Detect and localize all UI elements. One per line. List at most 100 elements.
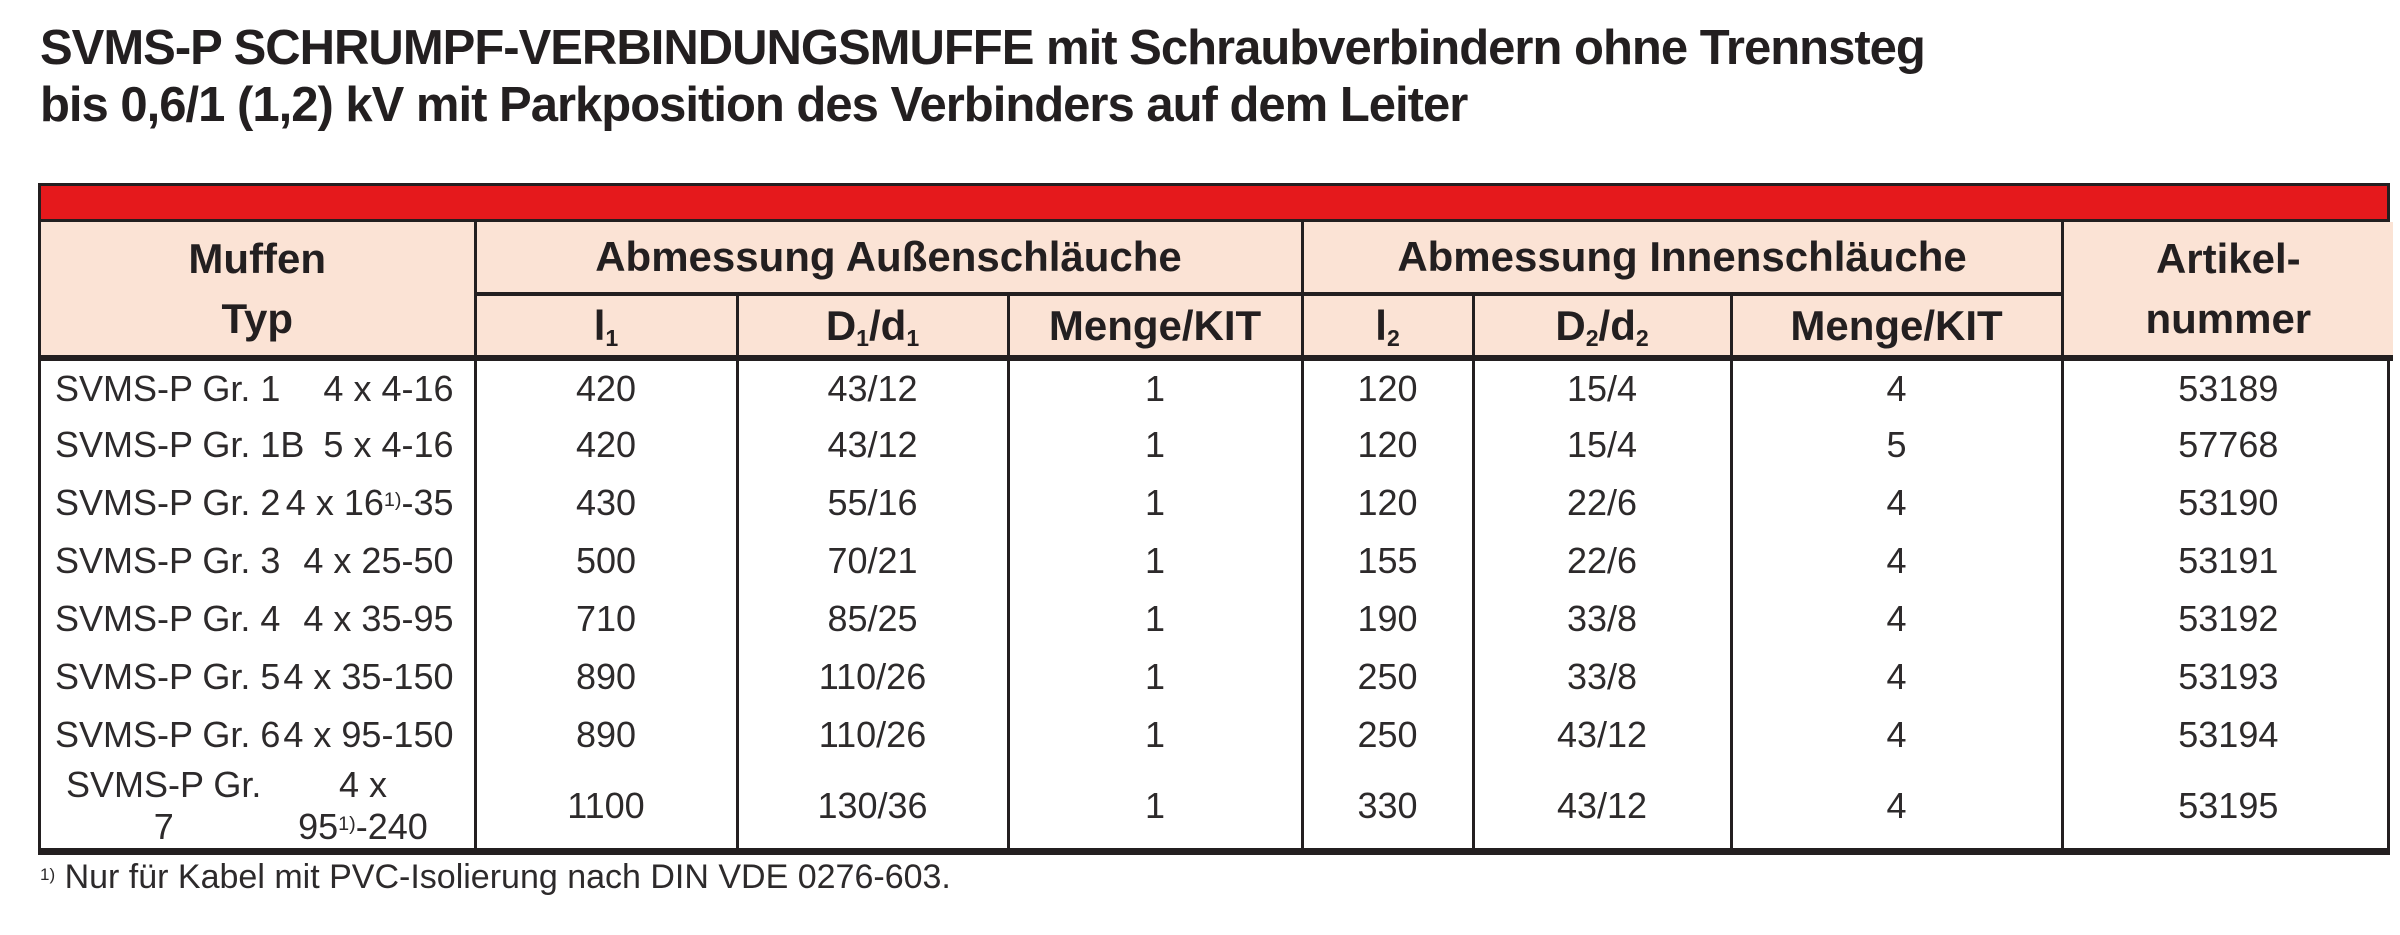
cell-menge-kit-aussen: 1 bbox=[1006, 764, 1303, 848]
muffen-typ-size: 4 x 4-16 bbox=[323, 368, 453, 410]
cell-l2: 120 bbox=[1300, 416, 1474, 474]
size-prefix: 5 x 4-16 bbox=[323, 424, 454, 465]
cell-d2-d2: 22/6 bbox=[1471, 532, 1732, 590]
size-suffix: -35 bbox=[401, 482, 454, 523]
muffen-typ-name: SVMS-P Gr. 7 bbox=[66, 764, 262, 847]
muffen-typ-name: SVMS-P Gr. 5 bbox=[55, 656, 281, 697]
cell-l1: 890 bbox=[473, 706, 737, 764]
cell-d2-d2: 43/12 bbox=[1471, 706, 1732, 764]
cell-menge-kit-aussen: 1 bbox=[1006, 532, 1303, 590]
cell-menge-kit-innen: 4 bbox=[1729, 706, 2063, 764]
dimensions-table: Muffen Typ Abmessung Außenschläuche Abme… bbox=[41, 222, 2394, 848]
cell-l2: 250 bbox=[1300, 648, 1474, 706]
cell-menge-kit-innen: 4 bbox=[1729, 764, 2063, 848]
header-d1-d1: D1/d1 bbox=[735, 292, 1008, 358]
header-group-row: Muffen Typ Abmessung Außenschläuche Abme… bbox=[41, 222, 2394, 358]
page-title: SVMS-P SCHRUMPF-VERBINDUNGSMUFFE mit Sch… bbox=[0, 0, 2400, 134]
size-prefix: 4 x 25-50 bbox=[303, 540, 454, 581]
size-prefix: 4 x 16 bbox=[285, 482, 384, 523]
cell-d2-d2: 15/4 bbox=[1471, 355, 1732, 416]
cell-l1: 500 bbox=[473, 532, 737, 590]
header-sub-row: l1 D1/d1 Menge/KIT l2 D2/d2 Menge/KIT bbox=[41, 292, 2393, 358]
size-prefix: 4 x 35-95 bbox=[303, 598, 454, 639]
size-prefix: 4 x 4-16 bbox=[323, 367, 454, 409]
cell-menge-kit-aussen: 1 bbox=[1006, 416, 1303, 474]
header-muffen-typ: Muffen Typ bbox=[41, 222, 475, 358]
cell-artikelnummer: 53191 bbox=[2060, 532, 2394, 590]
header-d2-d2: D2/d2 bbox=[1471, 292, 1732, 358]
cell-muffen-typ: SVMS-P Gr. 3 4 x 25-50 bbox=[41, 532, 475, 590]
muffen-typ-name: SVMS-P Gr. 2 bbox=[55, 482, 281, 523]
cell-l2: 330 bbox=[1300, 764, 1474, 848]
cell-d2-d2: 43/12 bbox=[1471, 764, 1732, 848]
cell-l1: 710 bbox=[473, 590, 737, 648]
muffen-typ-size: 4 x 951)-240 bbox=[272, 764, 453, 848]
cell-l2: 120 bbox=[1300, 355, 1474, 416]
header-l1: l1 bbox=[473, 292, 737, 358]
header-menge-kit-aussen: Menge/KIT bbox=[1006, 292, 1303, 358]
cell-d1-d1: 70/21 bbox=[735, 532, 1008, 590]
table-row: SVMS-P Gr. 4 4 x 35-95 710 85/25 1 190 33… bbox=[41, 590, 2394, 648]
cell-l1: 430 bbox=[473, 474, 737, 532]
muffen-typ-name: SVMS-P Gr. 1B bbox=[55, 424, 305, 465]
cell-menge-kit-innen: 5 bbox=[1729, 416, 2063, 474]
table-row: SVMS-P Gr. 1 4 x 4-16 420 43/12 1 120 15/… bbox=[41, 355, 2394, 416]
cell-menge-kit-aussen: 1 bbox=[1006, 590, 1303, 648]
header-l2: l2 bbox=[1300, 292, 1474, 358]
cell-artikelnummer: 53192 bbox=[2060, 590, 2394, 648]
muffen-typ-name: SVMS-P Gr. 3 bbox=[55, 540, 281, 581]
cell-l2: 120 bbox=[1300, 474, 1474, 532]
cell-d1-d1: 43/12 bbox=[735, 355, 1008, 416]
cell-artikelnummer: 53190 bbox=[2060, 474, 2394, 532]
cell-muffen-typ: SVMS-P Gr. 4 4 x 35-95 bbox=[41, 590, 475, 648]
muffen-typ-name: SVMS-P Gr. 4 bbox=[55, 598, 281, 639]
cell-artikelnummer: 57768 bbox=[2060, 416, 2394, 474]
size-suffix: -240 bbox=[355, 806, 428, 847]
cell-l2: 190 bbox=[1300, 590, 1474, 648]
page-title-line1: SVMS-P SCHRUMPF-VERBINDUNGSMUFFE mit Sch… bbox=[40, 21, 1926, 75]
cell-d1-d1: 130/36 bbox=[735, 764, 1008, 848]
cell-l1: 420 bbox=[473, 416, 737, 474]
cell-d1-d1: 55/16 bbox=[735, 474, 1008, 532]
cell-menge-kit-aussen: 1 bbox=[1006, 706, 1303, 764]
cell-d1-d1: 85/25 bbox=[735, 590, 1008, 648]
cell-muffen-typ: SVMS-P Gr. 1B 5 x 4-16 bbox=[41, 416, 475, 474]
cell-d1-d1: 110/26 bbox=[735, 648, 1008, 706]
cell-d2-d2: 33/8 bbox=[1471, 648, 1732, 706]
red-accent-bar bbox=[41, 186, 2387, 222]
muffen-typ-name: SVMS-P Gr. 1 bbox=[55, 367, 281, 409]
product-table-frame: Muffen Typ Abmessung Außenschläuche Abme… bbox=[38, 183, 2394, 855]
muffen-typ-name: SVMS-P Gr. 6 bbox=[55, 714, 281, 755]
cell-menge-kit-innen: 4 bbox=[1729, 532, 2063, 590]
cell-d2-d2: 22/6 bbox=[1471, 474, 1732, 532]
size-prefix: 4 x 95-150 bbox=[283, 714, 454, 755]
page-title-line2: bis 0,6/1 (1,2) kV mit Parkposition des … bbox=[40, 78, 1468, 132]
size-prefix: 4 x 95 bbox=[298, 764, 387, 847]
footnote-ref: 1) bbox=[338, 813, 356, 836]
footnote-marker: 1) bbox=[40, 864, 56, 884]
muffen-typ-size: 4 x 95-150 bbox=[283, 714, 453, 756]
header-muffen-typ-line1: Muffen bbox=[188, 234, 327, 282]
muffen-typ-size: 4 x 161)-35 bbox=[286, 482, 454, 524]
cell-l2: 250 bbox=[1300, 706, 1474, 764]
muffen-typ-size: 4 x 35-150 bbox=[283, 656, 453, 698]
table-row: SVMS-P Gr. 1B 5 x 4-16 420 43/12 1 120 15… bbox=[41, 416, 2394, 474]
cell-l1: 890 bbox=[473, 648, 737, 706]
header-artikelnummer-line2: nummer bbox=[2145, 294, 2312, 342]
header-muffen-typ-line2: Typ bbox=[221, 294, 294, 342]
cell-l1: 420 bbox=[473, 355, 737, 416]
header-abmessung-innenschlaeuche: Abmessung Innenschläuche bbox=[1300, 222, 2063, 294]
cell-artikelnummer: 53195 bbox=[2060, 764, 2394, 848]
cell-d1-d1: 110/26 bbox=[735, 706, 1008, 764]
size-prefix: 4 x 35-150 bbox=[283, 656, 454, 697]
cell-menge-kit-innen: 4 bbox=[1729, 355, 2063, 416]
cell-menge-kit-aussen: 1 bbox=[1006, 648, 1303, 706]
